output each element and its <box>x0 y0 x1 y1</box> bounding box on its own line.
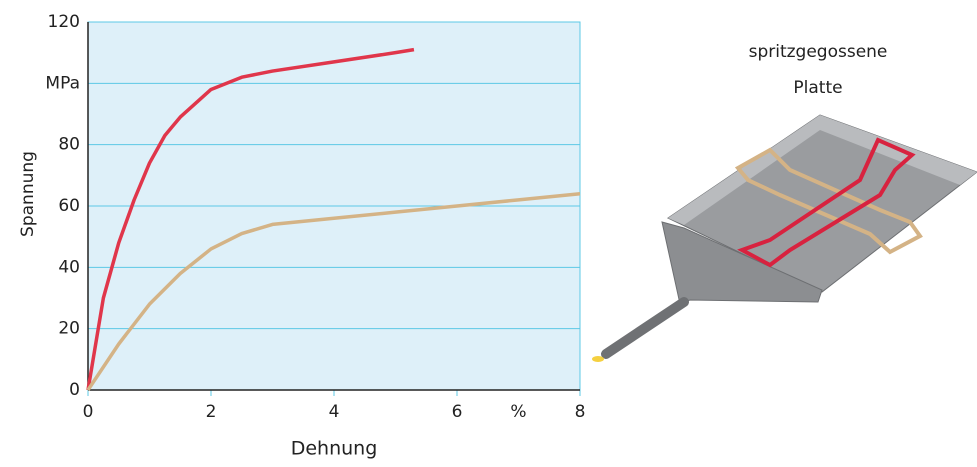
figure: 0 20 40 60 80 MPa 120 0 2 4 6% 8 Spannung Dehnung s… <box>0 0 977 463</box>
x-tick-label: % <box>510 402 526 422</box>
y-axis-label: Spannung <box>18 151 38 237</box>
y-tick-label: 60 <box>58 196 80 216</box>
x-tick-label: 6 <box>452 402 463 422</box>
y-tick-label: 40 <box>58 257 80 277</box>
illustration-label: Platte <box>793 78 842 98</box>
page: {"chart_data": {"type": "line", "xlabel"… <box>0 0 977 467</box>
melt <box>592 356 604 362</box>
illustration: spritzgegossene Platte <box>592 42 977 362</box>
chart: 0 20 40 60 80 MPa 120 0 2 4 6% 8 <box>45 12 585 422</box>
sprue <box>606 302 684 354</box>
y-tick-label: 120 <box>48 12 80 32</box>
y-tick-label: 20 <box>58 319 80 339</box>
illustration-label: spritzgegossene <box>749 42 888 62</box>
y-tick-label: MPa <box>45 73 80 93</box>
x-tick-label: 2 <box>206 402 217 422</box>
y-tick-label: 80 <box>58 135 80 155</box>
x-tick-label: 4 <box>329 402 340 422</box>
y-tick-label: 0 <box>69 380 80 400</box>
x-tick-label: 8 <box>575 402 586 422</box>
x-tick-label: 0 <box>83 402 94 422</box>
x-axis-label: Dehnung <box>291 438 378 460</box>
